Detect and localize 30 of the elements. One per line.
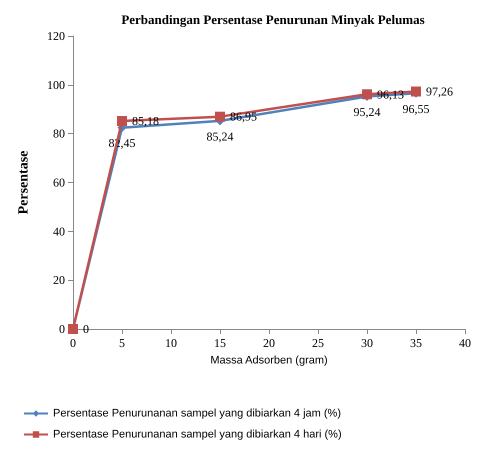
data-label: 85,24 [206,129,234,144]
x-tick-label: 30 [361,336,373,350]
legend-label: Persentase Penurunanan sampel yang dibiarkan 4 hari (%) [53,428,342,440]
point [215,112,225,122]
x-tick-label: 5 [119,336,125,350]
y-tick-label: 0 [59,322,65,336]
chart-title: Perbandingan Persentase Penurunan Minyak Pelumas [121,12,425,27]
y-tick-label: 20 [53,273,65,288]
x-tick-label: 10 [165,336,177,350]
data-label: 96,55 [402,102,430,116]
y-tick-label: 80 [53,126,65,141]
y-tick-label: 60 [53,176,65,190]
point [117,116,127,126]
data-label: 96,13 [377,87,404,102]
point [362,89,372,100]
data-label: 97,26 [426,84,453,99]
data-label: 95,24 [354,104,380,119]
legend-label: Persentase Penurunanan sampel yang dibiarkan 4 jam (%) [53,408,341,420]
y-tick-label: 100 [47,78,65,92]
x-tick-label: 40 [459,336,471,350]
data-label: 0 [83,322,89,336]
y-tick-label: 40 [53,224,65,238]
y-axis-title: Persentase [16,150,32,214]
x-tick-label: 35 [410,336,422,350]
x-tick-label: 20 [263,336,275,350]
x-tick-label: 0 [70,336,76,350]
x-tick-label: 15 [214,336,226,350]
x-tick-label: 25 [312,336,324,350]
x-axis-title: Massa Adsorben (gram) [210,354,328,366]
y-tick-label: 120 [47,29,65,43]
